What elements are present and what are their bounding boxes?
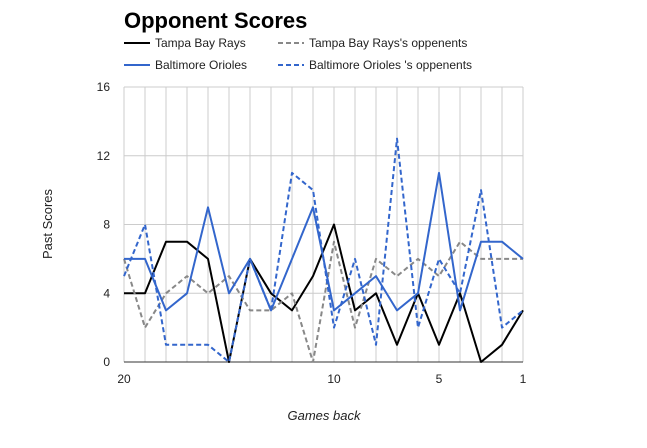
legend-label: Baltimore Orioles [155, 58, 247, 72]
legend-label: Tampa Bay Rays's oppenents [309, 36, 467, 50]
x-tick-label: 1 [520, 372, 527, 386]
legend-label: Tampa Bay Rays [155, 36, 246, 50]
legend: Tampa Bay Rays Tampa Bay Rays's oppenents… [124, 36, 472, 72]
chart-title: Opponent Scores [124, 8, 307, 33]
legend-label: Baltimore Orioles 's oppenents [309, 58, 472, 72]
series-line-4 [123, 137, 524, 363]
series-line-1 [124, 223, 524, 363]
y-axis-label: Past Scores [40, 188, 55, 259]
tick-labels: 0 4 8 12 16 20 10 5 1 [97, 80, 527, 386]
x-axis-label: Games back [288, 408, 362, 423]
y-tick-label: 0 [103, 355, 110, 369]
series-group [123, 137, 524, 363]
grid [123, 86, 524, 363]
x-tick-label: 10 [327, 372, 341, 386]
x-tick-label: 20 [117, 372, 131, 386]
x-tick-label: 5 [436, 372, 443, 386]
y-tick-label: 4 [103, 286, 110, 300]
y-tick-label: 16 [97, 80, 111, 94]
y-tick-label: 12 [97, 149, 111, 163]
y-tick-label: 8 [103, 218, 110, 232]
